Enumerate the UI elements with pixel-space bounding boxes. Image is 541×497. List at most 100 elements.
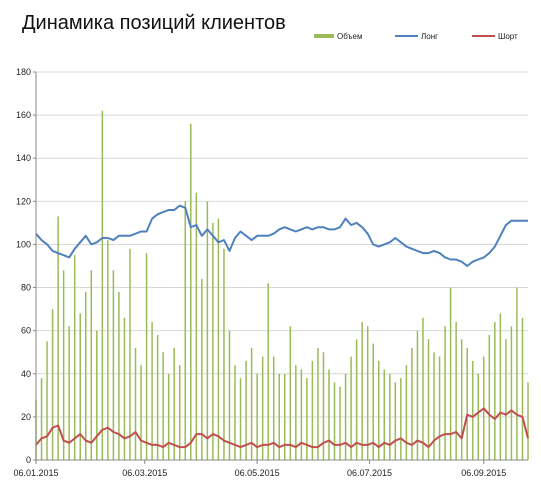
volume-bar bbox=[471, 360, 474, 460]
volume-bar bbox=[306, 378, 308, 460]
volume-bar bbox=[112, 270, 115, 460]
volume-bar bbox=[466, 347, 468, 460]
volume-bar bbox=[90, 270, 93, 460]
volume-bar bbox=[344, 373, 347, 460]
volume-bar bbox=[499, 313, 502, 460]
volume-bar bbox=[444, 326, 446, 460]
x-tick-label: 06.03.2015 bbox=[122, 468, 167, 478]
volume-bar bbox=[405, 365, 408, 460]
volume-bar bbox=[250, 347, 253, 460]
volume-bar bbox=[433, 352, 435, 460]
volume-bar bbox=[40, 378, 43, 460]
volume-bar bbox=[239, 378, 242, 460]
volume-bar bbox=[173, 347, 175, 460]
volume-bar bbox=[505, 339, 507, 460]
volume-bar bbox=[521, 317, 524, 460]
line-series bbox=[35, 204, 529, 449]
y-tick-label: 60 bbox=[21, 326, 31, 336]
volume-bar bbox=[372, 343, 374, 460]
volume-bar bbox=[477, 373, 479, 460]
volume-bar bbox=[383, 369, 386, 460]
volume-bar bbox=[488, 334, 491, 460]
volume-bar bbox=[256, 373, 258, 460]
volume-bar bbox=[129, 248, 131, 460]
volume-bar bbox=[178, 365, 181, 460]
long-line bbox=[35, 204, 528, 267]
volume-bar bbox=[68, 326, 70, 460]
y-tick-label: 100 bbox=[16, 239, 31, 249]
volume-bar bbox=[51, 309, 54, 460]
volume-bar bbox=[289, 326, 292, 460]
volume-bar bbox=[228, 330, 231, 460]
volume-bar bbox=[494, 322, 496, 460]
volume-bar bbox=[400, 378, 402, 460]
x-tick-label: 06.09.2015 bbox=[461, 468, 506, 478]
volume-bar bbox=[278, 373, 280, 460]
x-tick-label: 06.07.2015 bbox=[347, 468, 392, 478]
volume-bar bbox=[145, 253, 148, 460]
volume-bar bbox=[107, 240, 109, 460]
volume-bar bbox=[62, 270, 65, 460]
volume-bar bbox=[245, 360, 247, 460]
volume-bar bbox=[527, 382, 529, 460]
y-tick-label: 80 bbox=[21, 283, 31, 293]
volume-bar bbox=[350, 356, 352, 460]
volume-bar bbox=[366, 326, 369, 460]
volume-bar bbox=[516, 287, 518, 460]
y-tick-label: 40 bbox=[21, 369, 31, 379]
volume-bar bbox=[134, 347, 137, 460]
volume-bar bbox=[394, 382, 397, 460]
volume-bar bbox=[460, 339, 463, 460]
volume-bars bbox=[35, 110, 529, 461]
volume-bar bbox=[73, 255, 76, 460]
legend-label-volume: Объем bbox=[337, 32, 363, 41]
volume-bar bbox=[201, 278, 203, 460]
volume-bar bbox=[162, 352, 164, 460]
volume-bar bbox=[300, 369, 303, 460]
volume-bar bbox=[118, 291, 120, 460]
volume-bar bbox=[272, 356, 275, 460]
volume-bar bbox=[328, 369, 330, 460]
volume-bar bbox=[57, 216, 59, 460]
x-tick-label: 06.05.2015 bbox=[235, 468, 280, 478]
volume-bar bbox=[333, 382, 336, 460]
y-axis-ticks: 0 20 40 60 80 100 120 140 160 180 bbox=[16, 67, 36, 465]
volume-bar bbox=[79, 313, 81, 460]
legend-swatch-volume bbox=[314, 34, 334, 38]
short-line bbox=[35, 407, 529, 449]
volume-bar bbox=[377, 360, 380, 460]
volume-bar bbox=[355, 339, 358, 460]
legend: Объем Лонг Шорт bbox=[314, 32, 518, 41]
volume-bar bbox=[156, 334, 159, 460]
volume-bar bbox=[449, 287, 452, 460]
volume-bar bbox=[101, 110, 104, 461]
legend-label-long: Лонг bbox=[421, 32, 438, 41]
volume-bar bbox=[261, 356, 264, 460]
y-tick-label: 160 bbox=[16, 110, 31, 120]
volume-bar bbox=[317, 347, 319, 460]
y-tick-label: 0 bbox=[26, 455, 31, 465]
volume-bar bbox=[455, 322, 457, 460]
y-tick-label: 140 bbox=[16, 153, 31, 163]
gridlines bbox=[36, 71, 528, 418]
y-tick-label: 20 bbox=[21, 412, 31, 422]
volume-bar bbox=[190, 123, 192, 460]
volume-bar bbox=[422, 317, 424, 460]
volume-bar bbox=[416, 330, 419, 460]
volume-bar bbox=[217, 218, 220, 460]
chart-title: Динамика позиций клиентов bbox=[22, 12, 286, 34]
volume-bar bbox=[85, 291, 87, 460]
volume-bar bbox=[411, 347, 413, 460]
x-tick-label: 06.01.2015 bbox=[13, 468, 58, 478]
volume-bar bbox=[234, 365, 236, 460]
volume-bar bbox=[427, 339, 430, 460]
legend-label-short: Шорт bbox=[498, 32, 518, 41]
volume-bar bbox=[46, 341, 48, 460]
y-tick-label: 180 bbox=[16, 67, 31, 77]
volume-bar bbox=[195, 192, 198, 460]
volume-bar bbox=[212, 222, 214, 460]
volume-bar bbox=[389, 373, 391, 460]
volume-bar bbox=[184, 201, 187, 461]
volume-bar bbox=[510, 326, 513, 460]
